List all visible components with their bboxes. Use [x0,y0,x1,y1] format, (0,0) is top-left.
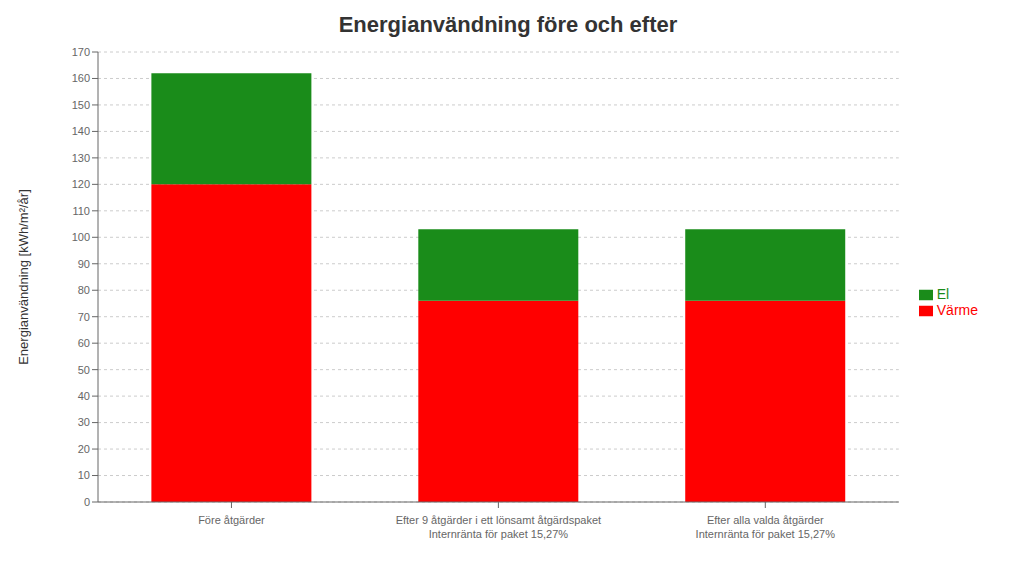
svg-text:70: 70 [78,311,90,323]
svg-text:20: 20 [78,443,90,455]
html-text:Värme: Värme [936,302,978,318]
svg-text:160: 160 [72,72,90,84]
svg-text:110: 110 [72,205,90,217]
svg-text:80: 80 [78,284,90,296]
svg-text:40: 40 [78,390,90,402]
svg-text:130: 130 [72,152,90,164]
svg-text:0: 0 [84,496,90,508]
svg-text:170: 170 [72,46,90,58]
svg-text:Före åtgärder: Före åtgärder [198,514,265,526]
svg-text:30: 30 [78,416,90,428]
svg-text:90: 90 [78,258,90,270]
svg-text:50: 50 [78,364,90,376]
svg-text:100: 100 [72,231,90,243]
svg-text:140: 140 [72,125,90,137]
svg-text:Energianvändning [kWh/m²/år]: Energianvändning [kWh/m²/år] [16,189,31,365]
svg-text:60: 60 [78,337,90,349]
svg-text:150: 150 [72,99,90,111]
svg-text:Efter alla valda åtgärderInter: Efter alla valda åtgärderInternränta för… [696,514,836,540]
html-text:El: El [936,285,950,302]
svg-text:Efter 9 åtgärder i ett lönsamt: Efter 9 åtgärder i ett lönsamt åtgärdspa… [396,514,601,540]
svg-text:120: 120 [72,178,90,190]
html-text:Energianvändning före och efte: Energianvändning före och efter [338,12,678,37]
svg-text:10: 10 [78,469,90,481]
